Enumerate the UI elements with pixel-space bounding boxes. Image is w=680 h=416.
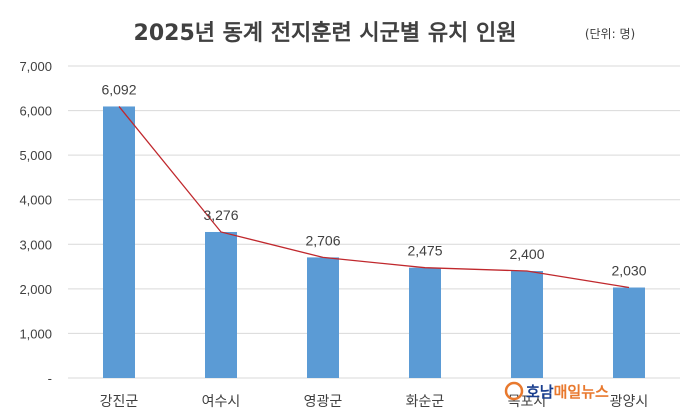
data-label: 2,400	[509, 246, 544, 262]
x-tick-label: 여수시	[202, 394, 241, 410]
bar	[613, 287, 645, 378]
watermark-logo-icon	[504, 381, 524, 401]
data-label: 2,475	[407, 243, 442, 259]
trend-line-path	[118, 106, 630, 289]
y-tick-label: 6,000	[19, 104, 52, 119]
y-tick-label: 1,000	[19, 326, 52, 341]
bar	[409, 267, 441, 378]
bar	[307, 257, 339, 378]
svg-text:호남매일뉴스: 호남매일뉴스	[526, 383, 609, 401]
y-tick-label: 2,000	[19, 282, 52, 297]
x-tick-label: 영광군	[304, 394, 343, 410]
gridlines	[68, 65, 680, 379]
data-label: 3,276	[203, 207, 238, 223]
bar	[511, 271, 543, 378]
bar	[103, 106, 135, 378]
y-tick-label: 5,000	[19, 148, 52, 163]
watermark: 호남매일뉴스	[504, 381, 609, 401]
bars	[103, 106, 645, 378]
chart-title: 2025년 동계 전지훈련 시군별 유치 인원	[134, 21, 517, 46]
x-tick-label: 광양시	[610, 394, 649, 410]
watermark-text-2: 매일뉴스	[554, 383, 609, 401]
y-tick-label: 3,000	[19, 237, 52, 252]
trend-line	[118, 106, 630, 289]
y-tick-label: 4,000	[19, 193, 52, 208]
y-axis-ticks: - 1,000 2,000 3,000 4,000 5,000 6,000 7,000	[19, 59, 52, 386]
x-tick-label: 화순군	[406, 394, 445, 410]
y-tick-label: 7,000	[19, 59, 52, 74]
unit-note: (단위: 명)	[585, 27, 635, 41]
data-label: 6,092	[101, 81, 136, 97]
data-label: 2,030	[611, 263, 646, 279]
bar	[205, 231, 237, 378]
y-tick-label: -	[48, 371, 52, 386]
x-tick-label: 강진군	[100, 394, 139, 410]
data-labels: 6,092 3,276 2,706 2,475 2,400 2,030	[101, 81, 646, 278]
x-axis-ticks: 강진군 여수시 영광군 화순군 목포시 광양시	[100, 394, 649, 410]
data-label: 2,706	[305, 232, 340, 248]
watermark-text-1: 호남	[526, 383, 554, 401]
